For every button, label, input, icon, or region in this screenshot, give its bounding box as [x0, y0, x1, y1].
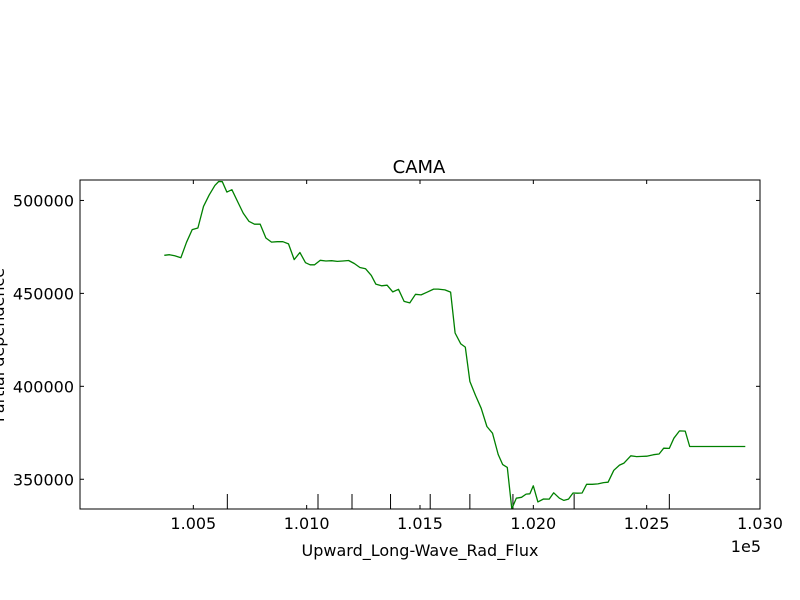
series-lines — [164, 180, 746, 510]
x-tick-label: 1.005 — [170, 514, 216, 533]
x-tick-label: 1.015 — [397, 514, 443, 533]
rug-marks — [226, 494, 670, 509]
y-tick-label: 450000 — [13, 284, 74, 303]
series-line — [164, 180, 746, 510]
x-tick-label: 1.030 — [737, 514, 783, 533]
chart-title: CAMA — [393, 157, 446, 178]
y-tick-label: 400000 — [13, 377, 74, 396]
x-tick-label: 1.010 — [284, 514, 330, 533]
y-tick-label: 500000 — [13, 191, 74, 210]
x-tick-label: 1.020 — [510, 514, 556, 533]
y-axis-label: Partial dependence — [0, 268, 8, 422]
x-tick-label: 1.025 — [624, 514, 670, 533]
x-axis-offset-label: 1e5 — [731, 537, 761, 556]
axis-ticks: 1.005 1.010 1.015 1.020 1.025 1.030 350000 4000… — [13, 180, 783, 533]
x-axis-label: Upward_Long-Wave_Rad_Flux — [302, 541, 539, 561]
y-tick-label: 350000 — [13, 470, 74, 489]
plot-frame — [79, 179, 761, 510]
